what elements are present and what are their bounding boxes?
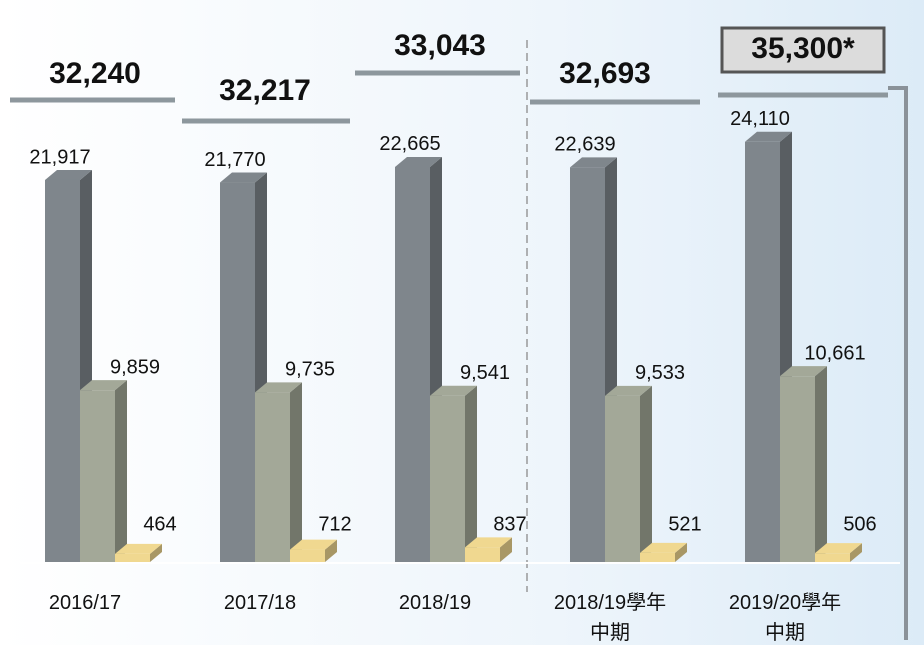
value-label: 10,661 [804,342,865,364]
bar [640,552,675,562]
bar [815,553,850,562]
x-tick-label: 2016/17 [48,592,122,614]
total-label: 32,693 [559,57,651,90]
bar [780,376,815,562]
bar [605,395,640,562]
x-tick-label: 2018/19學年 中期 [553,592,667,644]
bar-side [325,539,337,562]
value-label: 21,770 [204,149,265,171]
total-label: 32,240 [49,57,141,90]
bar [255,392,290,562]
bar-top [605,385,652,396]
bar-top [80,380,127,391]
bar-side [815,366,827,562]
value-label: 712 [318,513,351,535]
value-label: 9,859 [110,356,160,378]
bar-side [115,380,127,562]
bar-top [115,543,162,554]
value-label: 22,639 [554,134,615,156]
x-tick-label: 2019/20學年 中期 [728,592,842,644]
bar-side [640,385,652,562]
bar-top [430,385,477,396]
bar [745,141,780,562]
x-tick-label: 2017/18 [223,592,297,614]
value-label: 521 [668,513,701,535]
total-label: 35,300* [751,32,855,65]
bar [45,179,80,562]
bar-side [290,382,302,562]
bar-top [220,172,267,183]
bar [465,547,500,562]
bar-top [640,542,687,553]
total-box [720,26,886,74]
bar-side [465,385,477,562]
bar [570,167,605,563]
x-tick-label: 2018/19 [398,592,472,614]
bar-top [745,131,792,142]
bar-side [850,543,862,562]
bar-top [780,366,827,377]
bar-top [290,539,337,550]
bar-top [570,157,617,168]
value-label: 9,735 [285,359,335,381]
value-label: 24,110 [730,108,790,130]
total-label: 33,043 [394,29,486,62]
bracket [888,86,908,640]
bar-side [500,537,512,562]
bar [220,182,255,563]
bar-side [150,543,162,562]
total-label: 32,217 [219,74,311,107]
bar [395,166,430,563]
value-label: 837 [493,513,526,535]
bar-top [45,169,92,180]
bar-top [255,382,302,393]
value-label: 9,541 [460,362,510,384]
value-label: 464 [143,513,176,535]
bar [430,395,465,562]
bar-top [395,156,442,167]
value-label: 22,665 [379,133,440,155]
bar [80,390,115,562]
bar-top [465,537,512,548]
bar-side [675,542,687,562]
value-label: 506 [843,513,876,535]
bar-top [815,543,862,554]
value-label: 21,917 [29,146,90,168]
value-label: 9,533 [635,362,685,384]
bar [290,549,325,562]
bar [115,553,150,562]
